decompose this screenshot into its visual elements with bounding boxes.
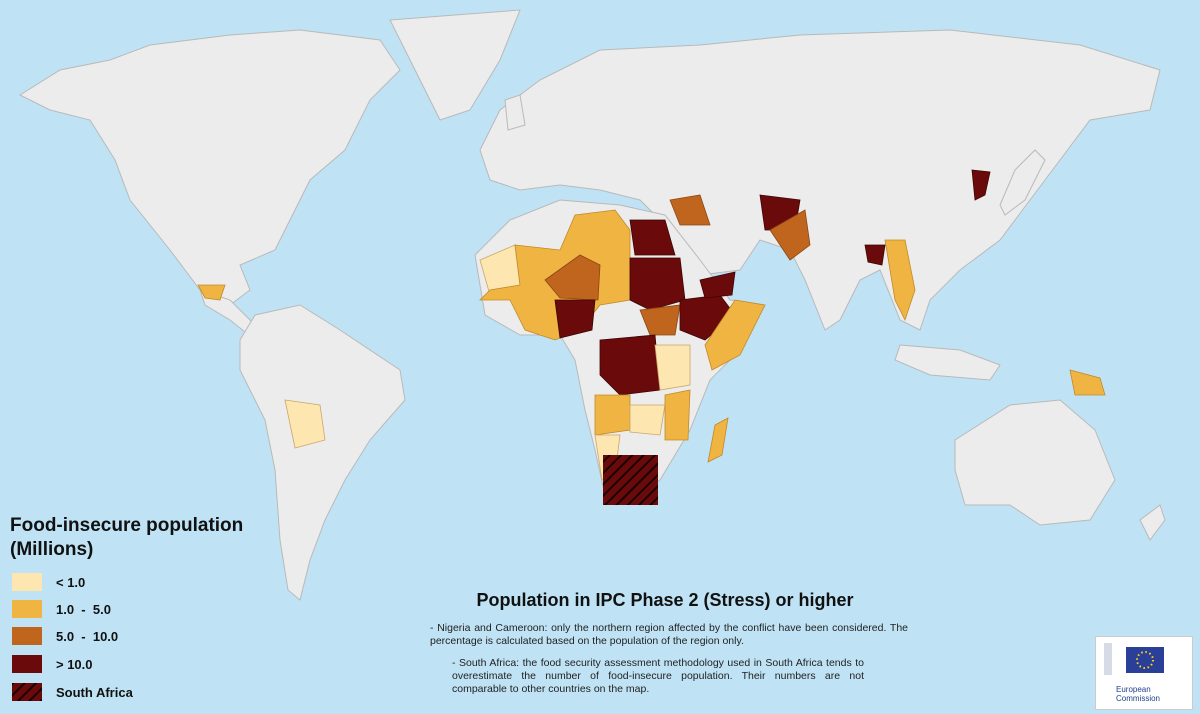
legend-label: 1.0 - 5.0: [56, 601, 111, 617]
swatch: [12, 627, 42, 645]
legend-item: 1.0 - 5.0: [12, 599, 111, 619]
legend-title: Food-insecure population (Millions): [10, 514, 243, 562]
legend-item: < 1.0: [12, 572, 85, 592]
note: - South Africa: the food security assess…: [452, 657, 864, 695]
country-under-1m: [654, 344, 691, 391]
logo-text: European Commission: [1116, 685, 1161, 703]
country-over-10m: [554, 299, 596, 339]
legend-item: 5.0 - 10.0: [12, 626, 118, 646]
country-1-5m: [704, 299, 766, 371]
indonesia: [894, 344, 1001, 381]
country-over-10m: [971, 169, 991, 201]
legend-title-text: Food-insecure population: [10, 515, 244, 536]
country-1-5m: [197, 284, 226, 301]
south-africa: [603, 455, 658, 505]
uk: [504, 94, 526, 131]
legend-item: > 10.0: [12, 654, 93, 674]
map-title: Population in IPC Phase 2 (Stress) or hi…: [476, 590, 854, 610]
country-1-5m: [594, 394, 631, 436]
country-over-10m: [629, 219, 676, 256]
note: - Nigeria and Cameroon: only the norther…: [430, 622, 908, 647]
australia: [954, 399, 1116, 526]
south-america: [239, 304, 406, 601]
japan: [999, 149, 1046, 216]
country-5-10m: [669, 194, 711, 226]
country-1-5m: [664, 389, 691, 441]
legend-label: South Africa: [56, 684, 133, 700]
country-1-5m: [1069, 369, 1106, 396]
logo-flag: [1104, 643, 1164, 675]
country-over-10m: [699, 271, 736, 299]
country-under-1m: [629, 404, 666, 436]
legend-unit: (Millions): [10, 539, 94, 560]
greenland: [389, 9, 521, 121]
legend-label: < 1.0: [56, 574, 86, 590]
country-5-10m: [639, 304, 681, 336]
swatch: [12, 655, 42, 673]
country-1-5m: [884, 239, 916, 322]
legend-label: > 10.0: [56, 656, 93, 672]
logo: European Commission: [1095, 636, 1193, 710]
country-over-10m: [864, 244, 886, 266]
country-over-10m: [629, 257, 686, 311]
swatch: [12, 600, 42, 618]
new-zealand: [1139, 504, 1166, 541]
swatch: [12, 573, 42, 591]
legend-item: South Africa: [12, 682, 133, 702]
country-5-10m: [769, 209, 811, 261]
north-america: [18, 29, 401, 306]
country-over-10m: [599, 334, 661, 396]
madagascar: [707, 417, 729, 463]
country-under-1m: [284, 399, 326, 449]
legend-label: 5.0 - 10.0: [56, 628, 119, 644]
swatch: [12, 683, 42, 701]
country-5-10m: [544, 254, 601, 301]
